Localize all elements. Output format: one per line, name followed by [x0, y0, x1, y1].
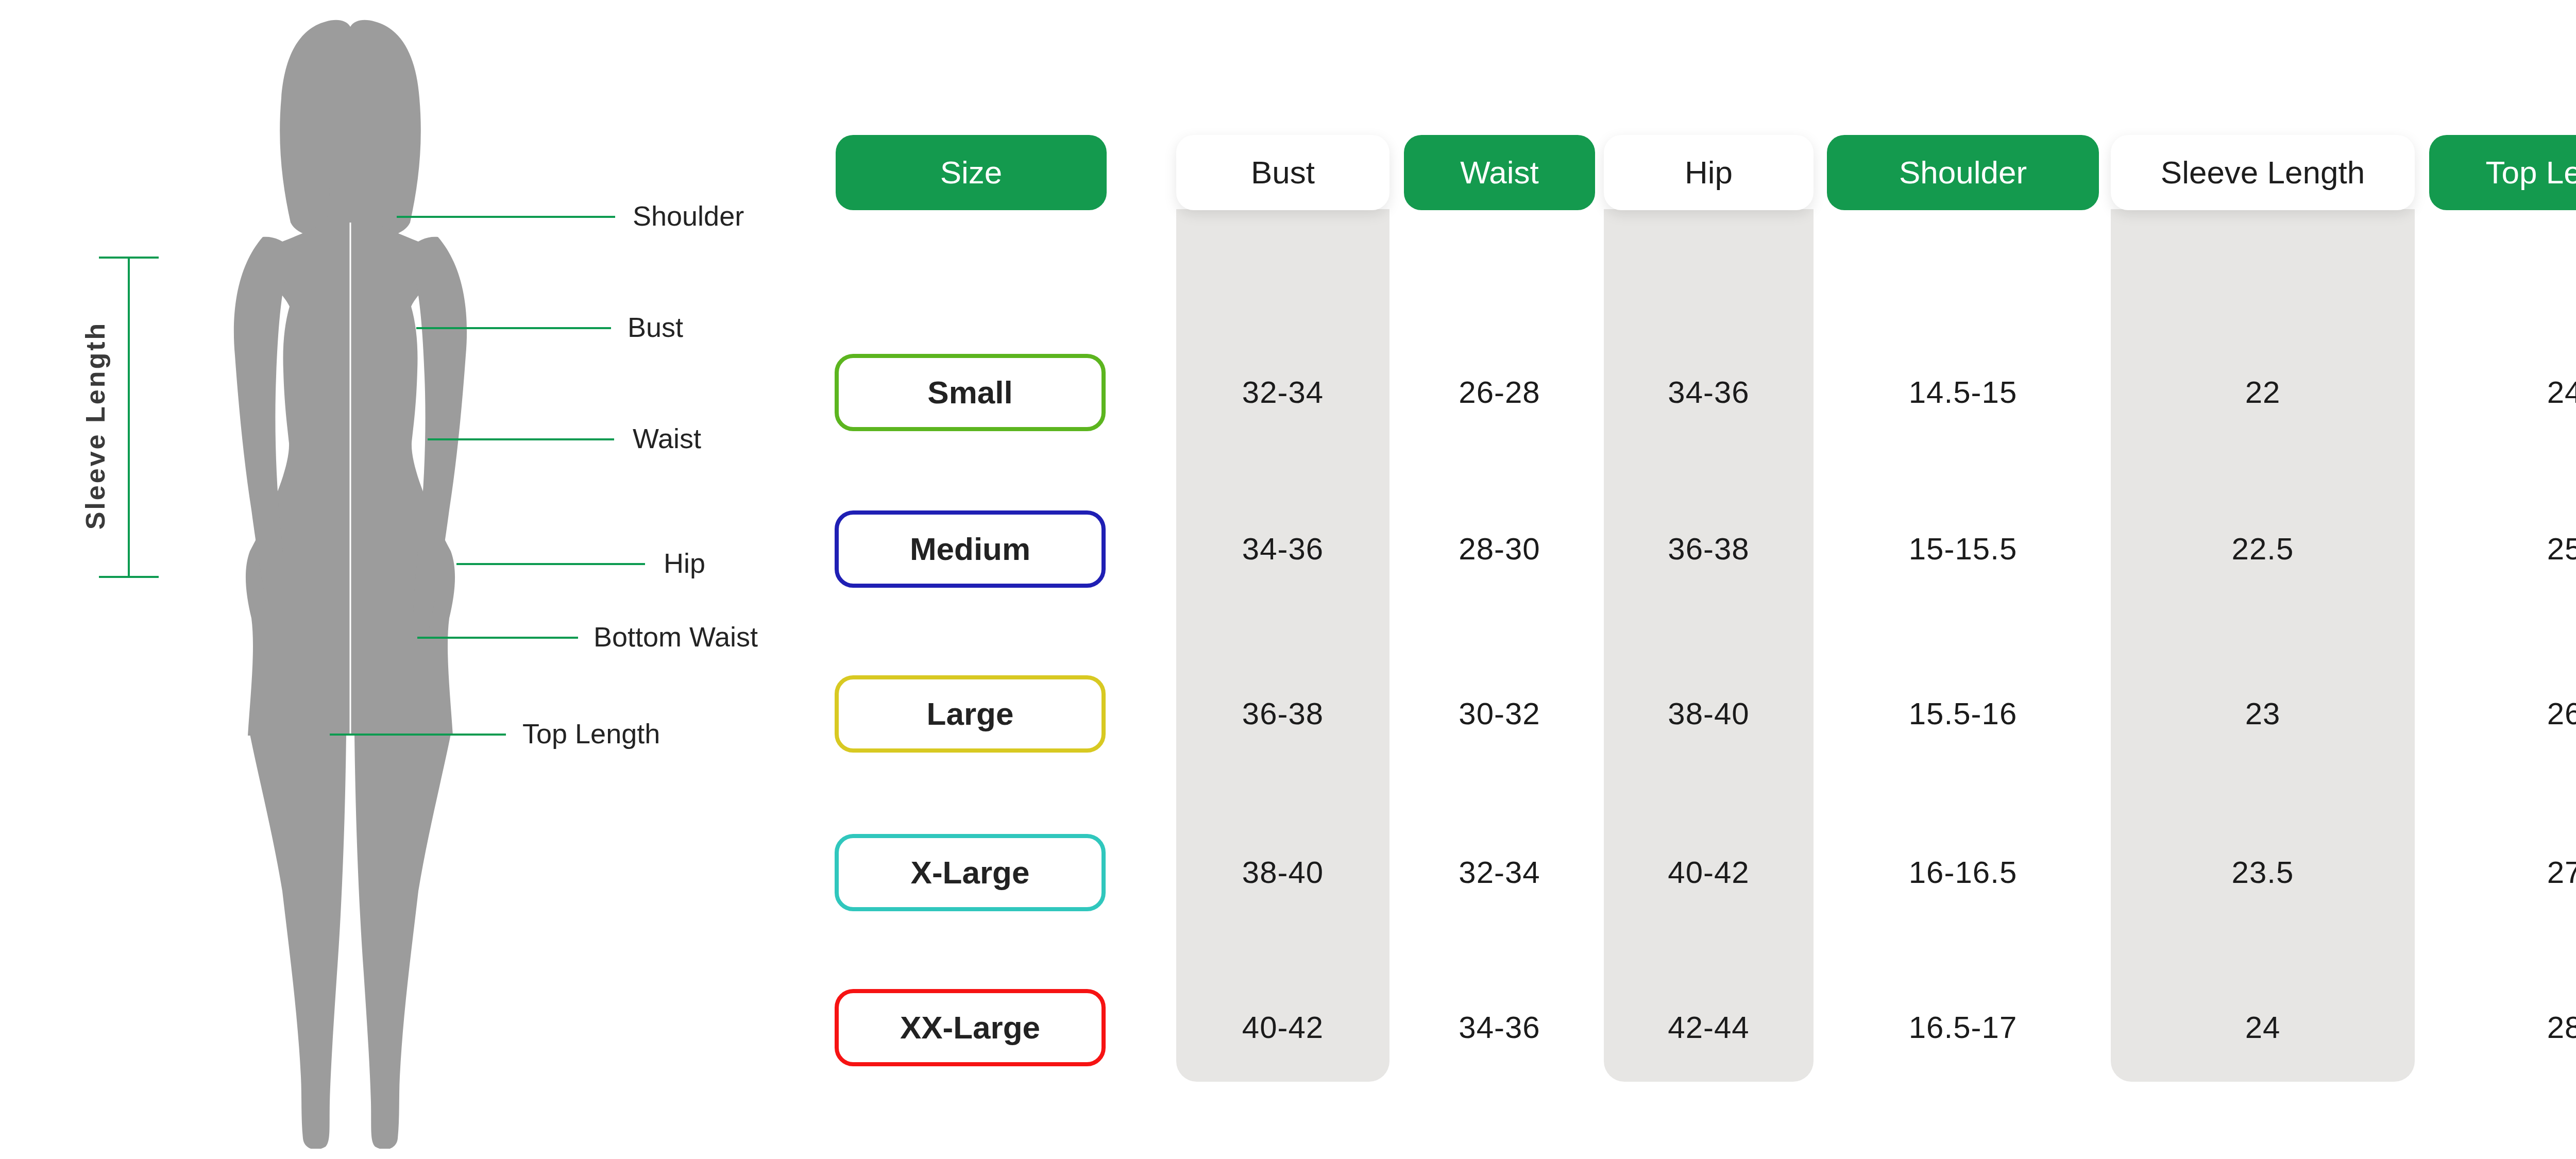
bottom-waist-pointer-line	[417, 637, 578, 639]
size-button-x-large[interactable]: X-Large	[835, 834, 1106, 911]
column-body-hip	[1604, 209, 1814, 1082]
size-button-large[interactable]: Large	[835, 675, 1106, 753]
sleeve-measure-line	[128, 258, 130, 578]
female-body-silhouette	[144, 15, 556, 1149]
cell-shoulder-large: 15.5-16	[1827, 691, 2099, 737]
size-button-xx-large[interactable]: XX-Large	[835, 989, 1106, 1066]
size-chart-page: Sleeve Length Shoulder Bust Waist Hip Bo…	[0, 0, 2576, 1159]
cell-top-length-x-large: 27	[2429, 849, 2576, 896]
cell-sleeve-length-x-large: 23.5	[2111, 849, 2415, 896]
cell-waist-small: 26-28	[1404, 369, 1595, 416]
sleeve-measure-bottom-cap	[99, 576, 159, 578]
header-top-length: Top Length	[2429, 135, 2576, 210]
cell-bust-small: 32-34	[1176, 369, 1389, 416]
header-shoulder: Shoulder	[1827, 135, 2099, 210]
cell-bust-xx-large: 40-42	[1176, 1004, 1389, 1051]
header-bust: Bust	[1176, 135, 1389, 210]
header-hip: Hip	[1604, 135, 1814, 210]
size-button-small[interactable]: Small	[835, 354, 1106, 431]
top-length-label: Top Length	[522, 717, 660, 751]
cell-bust-medium: 34-36	[1176, 526, 1389, 572]
cell-waist-xx-large: 34-36	[1404, 1004, 1595, 1051]
cell-top-length-xx-large: 28	[2429, 1004, 2576, 1051]
cell-hip-x-large: 40-42	[1604, 849, 1814, 896]
bottom-waist-label: Bottom Waist	[594, 620, 758, 654]
cell-waist-medium: 28-30	[1404, 526, 1595, 572]
shoulder-label: Shoulder	[633, 199, 744, 233]
cell-shoulder-medium: 15-15.5	[1827, 526, 2099, 572]
cell-bust-large: 36-38	[1176, 691, 1389, 737]
header-size: Size	[836, 135, 1107, 210]
silhouette-left-leg	[250, 734, 346, 1149]
cell-sleeve-length-xx-large: 24	[2111, 1004, 2415, 1051]
column-body-sleeve-length	[2111, 209, 2415, 1082]
cell-sleeve-length-small: 22	[2111, 369, 2415, 416]
column-body-bust	[1176, 209, 1389, 1082]
bust-label: Bust	[628, 310, 683, 344]
cell-hip-medium: 36-38	[1604, 526, 1814, 572]
cell-waist-x-large: 32-34	[1404, 849, 1595, 896]
cell-top-length-large: 26	[2429, 691, 2576, 737]
cell-waist-large: 30-32	[1404, 691, 1595, 737]
cell-top-length-small: 24	[2429, 369, 2576, 416]
header-sleeve-length: Sleeve Length	[2111, 135, 2415, 210]
shoulder-pointer-line	[397, 216, 615, 218]
waist-pointer-line	[428, 438, 614, 440]
cell-hip-large: 38-40	[1604, 691, 1814, 737]
header-waist: Waist	[1404, 135, 1595, 210]
cell-bust-x-large: 38-40	[1176, 849, 1389, 896]
cell-sleeve-length-large: 23	[2111, 691, 2415, 737]
cell-shoulder-xx-large: 16.5-17	[1827, 1004, 2099, 1051]
silhouette-right-leg	[354, 734, 451, 1149]
hip-pointer-line	[456, 563, 645, 565]
bust-pointer-line	[416, 327, 611, 329]
hip-label: Hip	[664, 546, 705, 580]
cell-hip-xx-large: 42-44	[1604, 1004, 1814, 1051]
cell-sleeve-length-medium: 22.5	[2111, 526, 2415, 572]
cell-shoulder-small: 14.5-15	[1827, 369, 2099, 416]
cell-shoulder-x-large: 16-16.5	[1827, 849, 2099, 896]
top-length-pointer-line	[330, 734, 506, 736]
cell-hip-small: 34-36	[1604, 369, 1814, 416]
silhouette-left-arm	[234, 237, 293, 644]
cell-top-length-medium: 25	[2429, 526, 2576, 572]
size-button-medium[interactable]: Medium	[835, 510, 1106, 588]
waist-label: Waist	[633, 421, 701, 455]
sleeve-length-label: Sleeve Length	[80, 321, 111, 530]
